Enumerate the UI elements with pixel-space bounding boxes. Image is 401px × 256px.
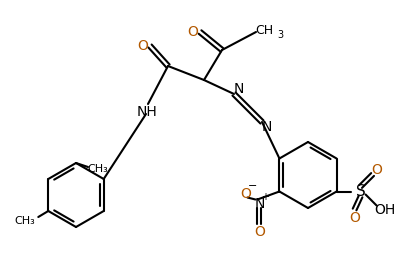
Text: O: O [138, 39, 148, 53]
Text: O: O [371, 163, 382, 176]
Text: S: S [356, 184, 365, 199]
Text: N: N [254, 197, 265, 210]
Text: O: O [240, 187, 251, 201]
Text: 3: 3 [277, 30, 283, 40]
Text: N: N [262, 120, 272, 134]
Text: N: N [234, 82, 244, 96]
Text: −: − [248, 182, 257, 191]
Text: OH: OH [374, 202, 395, 217]
Text: O: O [349, 210, 360, 225]
Text: CH₃: CH₃ [14, 216, 34, 226]
Text: O: O [254, 225, 265, 239]
Text: +: + [261, 193, 269, 202]
Text: CH: CH [255, 24, 273, 37]
Text: O: O [188, 25, 198, 39]
Text: CH₃: CH₃ [88, 164, 108, 174]
Text: NH: NH [137, 105, 157, 119]
